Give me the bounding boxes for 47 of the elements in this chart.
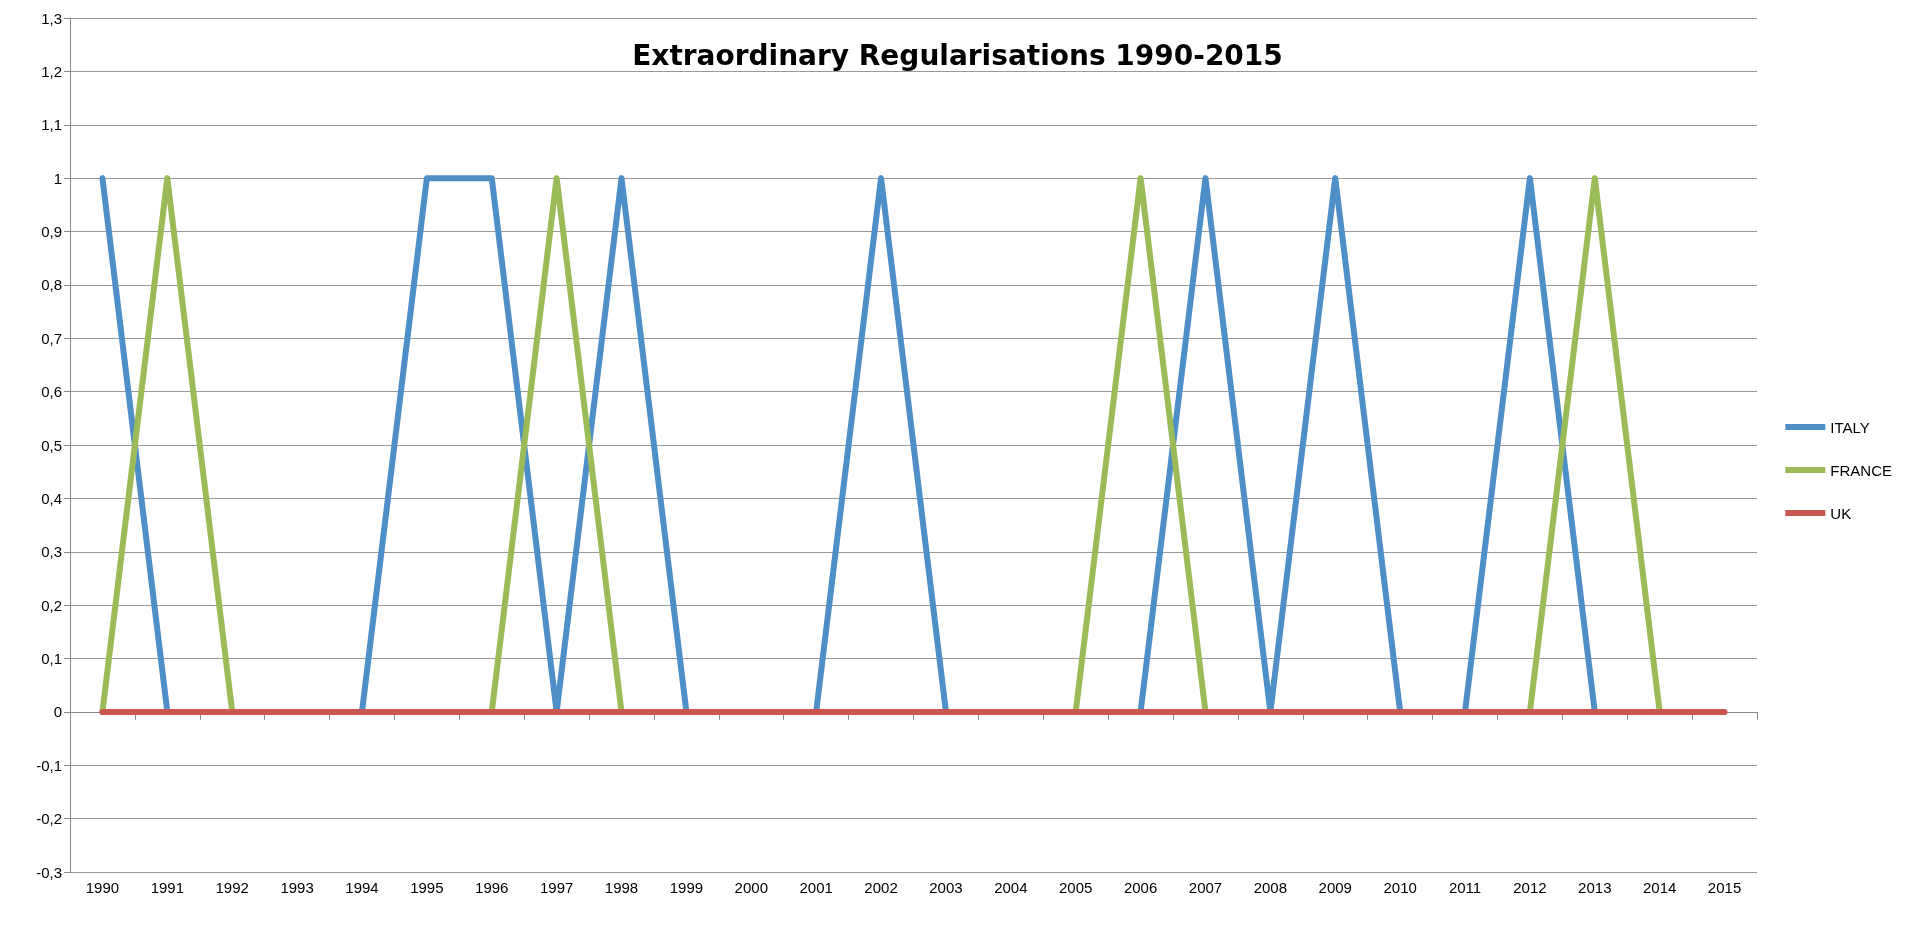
x-tick-label: 1998 [604,879,639,896]
x-tick-label: 2013 [1578,879,1612,896]
x-tick-label: 2006 [1123,879,1158,896]
x-tick-label: 1997 [539,879,574,896]
y-tick-label: 0,9 [41,223,62,240]
legend-label: ITALY [1830,418,1870,436]
x-tick-label: 2000 [734,879,768,896]
y-tick-label: 0,1 [41,650,62,667]
x-tick-label: 2001 [799,879,833,896]
x-tick-label: 2014 [1642,879,1677,896]
y-tick-label: -0,1 [36,756,62,774]
x-tick-label: 1992 [215,879,249,896]
x-tick-label: 2005 [1059,879,1093,896]
x-tick-label: 2008 [1253,879,1288,896]
y-tick-label: 0,2 [41,596,62,614]
y-tick-label: -0,3 [36,863,62,881]
y-tick-label: -0,2 [36,810,62,828]
x-tick-label: 1991 [150,879,185,896]
y-tick-label: 1 [53,169,62,187]
y-tick-label: 0 [53,703,62,721]
x-tick-label: 1996 [475,879,509,896]
legend-label: UK [1830,504,1852,522]
y-tick-label: 0,8 [41,276,62,294]
y-tick-label: 1,1 [41,116,62,134]
legend-label: FRANCE [1830,461,1892,479]
x-tick-label: 2004 [994,879,1028,896]
x-tick-label: 2011 [1448,879,1482,896]
y-tick-label: 0,3 [41,543,62,561]
x-tick-label: 1993 [280,879,314,896]
text: Extraordinary Regularisations 1990-2015 [632,38,1283,72]
y-tick-label: 0,7 [41,329,62,347]
y-tick-label: 0,4 [41,489,62,507]
y-tick-label: 1,3 [41,9,62,27]
y-tick-label: 0,5 [41,436,62,454]
x-tick-label: 2015 [1707,879,1742,896]
x-tick-label: 2010 [1383,879,1417,896]
x-tick-label: 1990 [85,879,120,896]
x-tick-label: 1995 [410,879,444,896]
y-tick-label: 1,2 [41,62,62,80]
x-tick-label: 2003 [929,879,963,896]
x-tick-label: 1999 [669,879,704,896]
x-tick-label: 2002 [864,879,898,896]
x-tick-label: 1994 [345,879,379,896]
x-tick-label: 2009 [1318,879,1352,896]
x-tick-label: 2012 [1513,879,1547,896]
y-tick-label: 0,6 [41,383,62,401]
x-tick-label: 2007 [1188,879,1223,896]
